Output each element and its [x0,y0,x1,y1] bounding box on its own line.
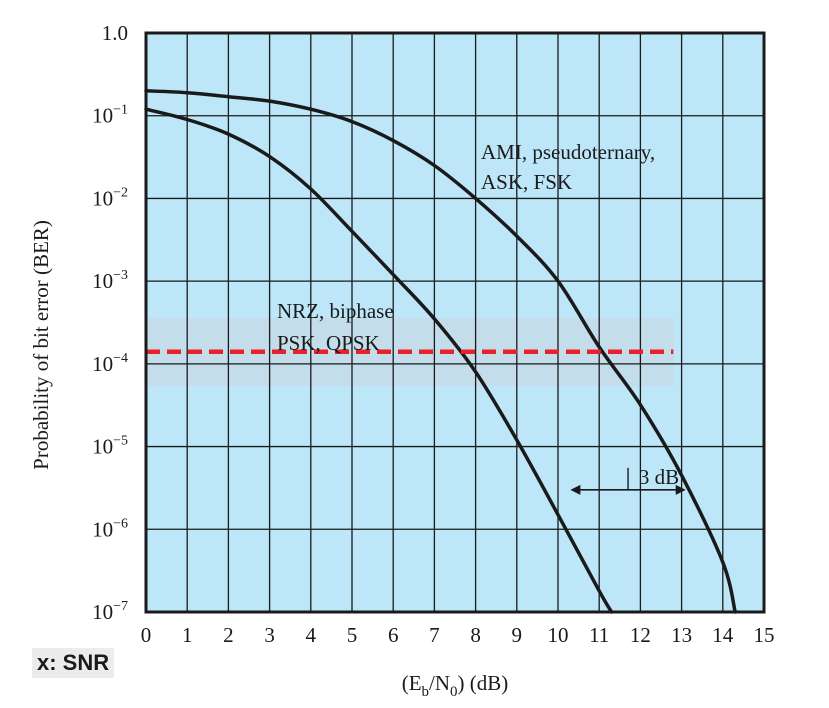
x-tick-label: 13 [671,623,692,647]
x-axis-title: (Eb/N0) (dB) [402,671,509,700]
x-tick-label: 11 [589,623,609,647]
y-axis-title: Probability of bit error (BER) [29,220,53,470]
label-nrz-line1: NRZ, biphase [277,299,394,323]
curve-nrz-psk [144,107,614,614]
x-axis-title-text: (Eb/N0) (dB) [402,671,509,700]
label-ami-line1: AMI, pseudoternary, [481,140,655,164]
y-tick-label: 10−6 [92,516,128,541]
y-tick-label: 10−7 [92,599,128,624]
x-tick-label: 10 [548,623,569,647]
axis-variable-badge: x: SNR [32,648,115,678]
x-tick-label: 9 [512,623,523,647]
x-tick-label: 8 [470,623,481,647]
y-tick-label: 10−3 [92,268,128,293]
y-tick-label: 10−5 [92,434,128,459]
y-tick-labels: 1.0 10−1 10−2 10−3 10−4 10−5 10−6 10−7 [92,21,128,624]
x-tick-label: 15 [754,623,775,647]
y-tick-label: 1.0 [102,21,128,45]
x-tick-label: 1 [182,623,193,647]
x-tick-label: 0 [141,623,152,647]
x-tick-label: 7 [429,623,440,647]
y-tick-label: 10−4 [92,351,128,376]
x-tick-label: 3 [264,623,275,647]
plot-frame [144,31,766,614]
x-tick-label: 6 [388,623,399,647]
x-tick-label: 2 [223,623,234,647]
curves [144,89,737,614]
y-tick-label: 10−2 [92,185,128,210]
x-tick-label: 4 [306,623,317,647]
x-tick-label: 14 [712,623,734,647]
x-tick-labels: 0 1 2 3 4 5 6 7 8 9 10 11 12 13 14 15 [141,623,775,647]
label-ami-line2: ASK, FSK [481,170,572,194]
arrow-head-right [675,484,686,495]
x-tick-label: 12 [630,623,651,647]
arrow-head-left [570,484,581,495]
x-tick-label: 5 [347,623,358,647]
y-tick-label: 10−1 [92,103,128,128]
label-nrz-line2: PSK, QPSK [277,331,380,355]
curve-ami-ask-fsk [144,89,737,614]
arrow-label: 3 dB [639,465,679,489]
difference-arrow-group: 3 dB [570,465,686,495]
